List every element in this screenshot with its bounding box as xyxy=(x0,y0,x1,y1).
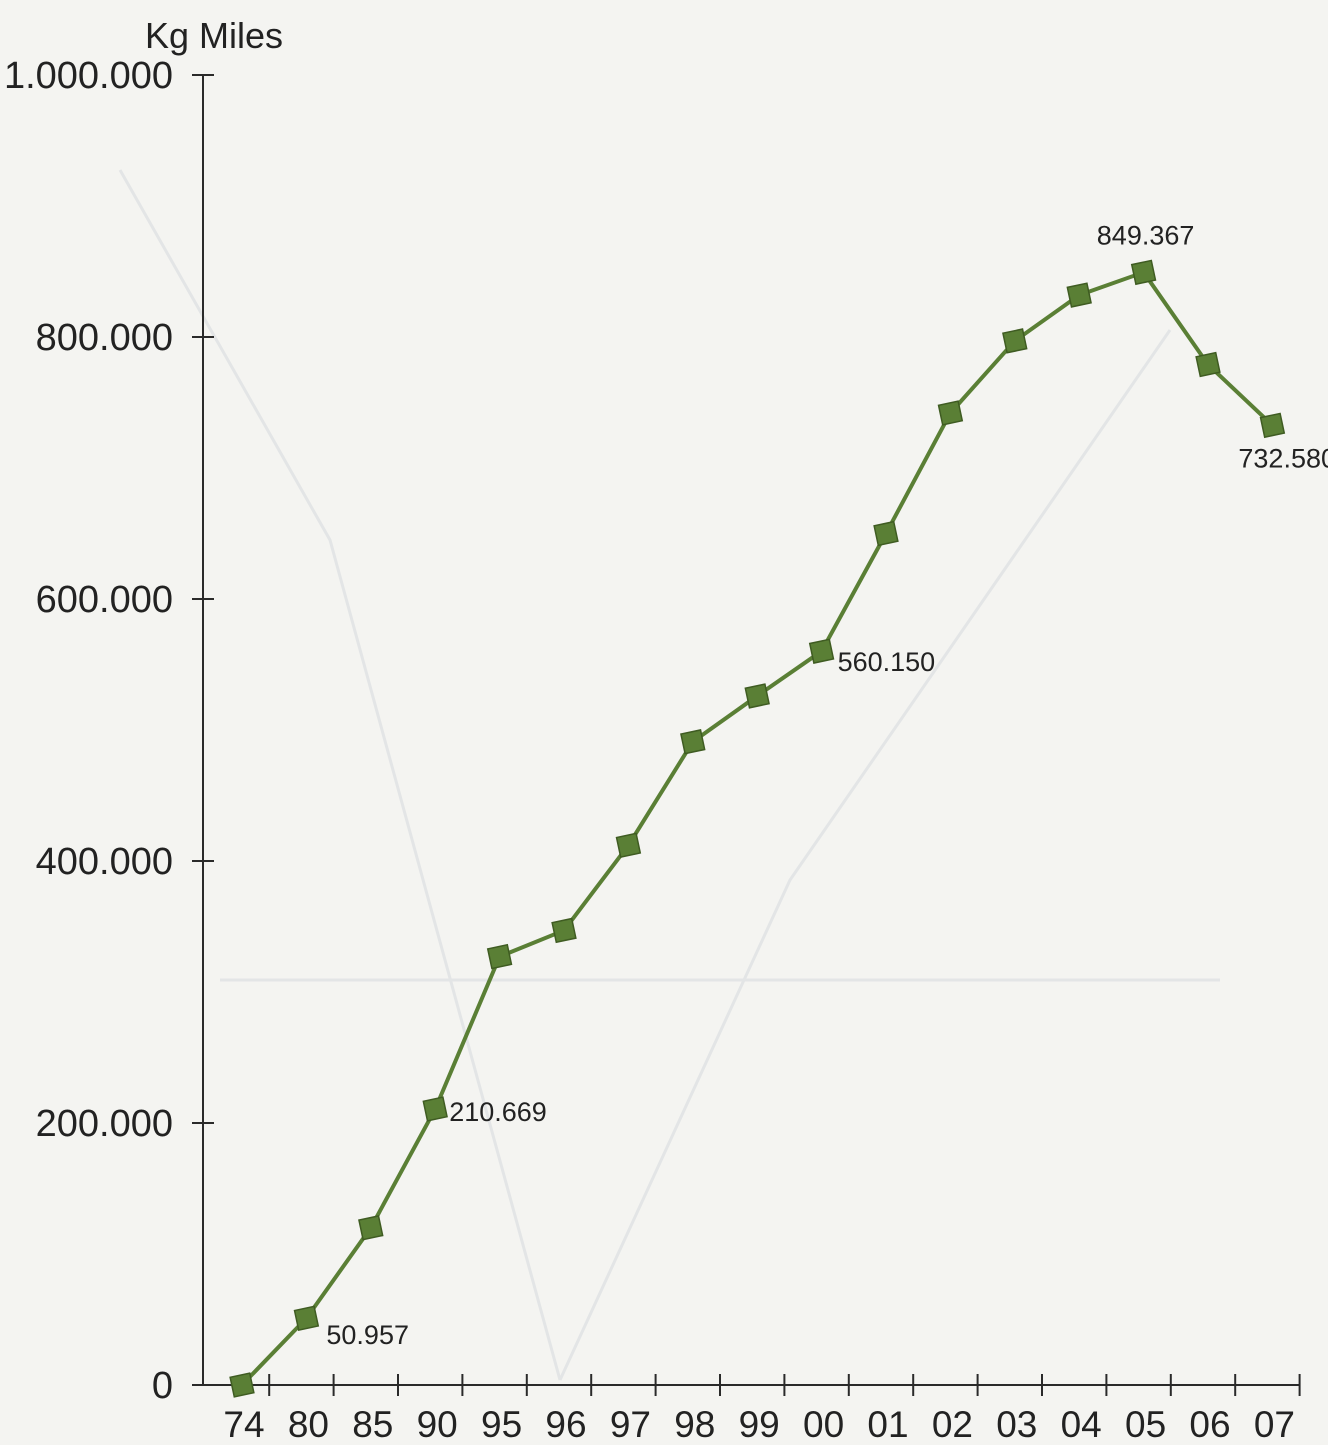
data-point xyxy=(808,638,835,664)
y-tick-label: 1.000.000 xyxy=(4,55,173,97)
x-tick-label: 97 xyxy=(610,1404,651,1445)
x-tick-label: 00 xyxy=(803,1404,844,1445)
data-point xyxy=(1066,282,1092,308)
x-tick-label: 03 xyxy=(996,1404,1037,1445)
y-axis-title: Kg Miles xyxy=(145,15,283,56)
x-tick-label: 07 xyxy=(1254,1404,1295,1445)
data-point xyxy=(486,943,513,970)
data-label: 560.150 xyxy=(838,647,936,677)
x-tick-label: 06 xyxy=(1189,1404,1230,1445)
data-point xyxy=(1259,412,1286,439)
y-tick-label: 200.000 xyxy=(36,1103,173,1145)
y-tick-label: 600.000 xyxy=(36,579,173,621)
data-point xyxy=(1002,328,1028,354)
x-tick-label: 01 xyxy=(867,1404,908,1445)
data-point xyxy=(1130,259,1157,286)
data-point xyxy=(744,683,770,709)
x-tick-label: 90 xyxy=(417,1404,458,1445)
data-point xyxy=(358,1215,384,1241)
data-point xyxy=(422,1096,448,1122)
data-point xyxy=(873,520,899,547)
x-tick-label: 85 xyxy=(352,1404,393,1445)
x-tick-label: 74 xyxy=(223,1404,264,1445)
data-point xyxy=(1195,351,1221,378)
data-point xyxy=(551,917,577,944)
data-point xyxy=(680,729,706,755)
y-tick-label: 0 xyxy=(152,1365,173,1407)
data-label: 50.957 xyxy=(326,1320,409,1350)
x-tick-label: 80 xyxy=(288,1404,329,1445)
x-tick-label: 99 xyxy=(739,1404,780,1445)
data-point xyxy=(293,1305,320,1331)
background-ghost-lines xyxy=(118,169,1220,1381)
data-label: 849.367 xyxy=(1097,220,1195,250)
x-tick-label: 96 xyxy=(545,1404,586,1445)
x-tick-label: 05 xyxy=(1125,1404,1166,1445)
x-tick-label: 02 xyxy=(932,1404,973,1445)
series-line xyxy=(240,270,1274,1387)
y-tick-label: 400.000 xyxy=(36,841,173,883)
data-label: 210.669 xyxy=(449,1097,547,1127)
y-tick-label: 800.000 xyxy=(36,317,173,359)
x-tick-label: 95 xyxy=(481,1404,522,1445)
data-point xyxy=(937,400,964,426)
data-point xyxy=(229,1372,255,1398)
data-label: 732.580 xyxy=(1238,443,1328,473)
x-tick-label: 04 xyxy=(1061,1404,1102,1445)
data-point xyxy=(615,832,642,859)
x-tick-label: 98 xyxy=(674,1404,715,1445)
